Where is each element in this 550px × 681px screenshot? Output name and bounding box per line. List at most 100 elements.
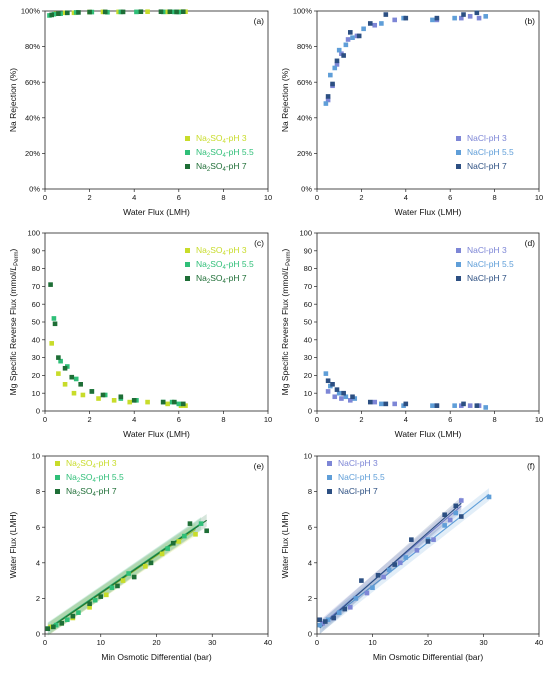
data-point: [341, 390, 346, 396]
x-tick-label: 6: [448, 193, 452, 202]
x-tick-label: 6: [177, 193, 181, 202]
data-point: [109, 585, 115, 591]
data-point: [165, 546, 170, 551]
y-axis-label: Na Rejection (%): [8, 68, 18, 132]
x-axis-label: Water Flux (LMH): [123, 429, 190, 439]
data-point: [459, 514, 464, 519]
data-point: [452, 15, 457, 21]
data-point: [320, 621, 325, 626]
legend-marker: [185, 150, 190, 155]
data-point: [170, 540, 176, 546]
legend-text-part: 2: [207, 279, 211, 285]
data-point: [403, 15, 409, 21]
data-point: [52, 321, 58, 327]
y-tick-label: 0%: [29, 185, 40, 194]
legend-entry: NaCl-pH 7: [467, 273, 507, 283]
legend-text-part: SO: [210, 161, 223, 171]
data-point: [486, 494, 492, 500]
data-point: [96, 396, 101, 401]
panel-label: (c): [254, 238, 264, 248]
data-point: [49, 341, 54, 346]
legend-text-part: 4: [223, 167, 227, 173]
data-point: [76, 610, 81, 615]
legend-entry: Na2SO4-pH 7: [196, 273, 247, 285]
data-point: [325, 617, 331, 623]
legend-text-part: Na: [196, 147, 207, 157]
y-axis-label: Water Flux (LMH): [280, 511, 290, 578]
y-tick-label: 80%: [25, 42, 40, 51]
legend-entry: NaCl-pH 7: [467, 161, 507, 171]
x-axis-label: Min Osmotic Differential (bar): [101, 652, 212, 662]
y-tick-label: 40%: [297, 113, 312, 122]
data-point: [367, 399, 373, 405]
x-tick-label: 10: [368, 638, 376, 647]
data-point: [403, 401, 409, 407]
legend-entry: NaCl-pH 5.5: [467, 147, 514, 157]
legend-text-part: NaCl-pH 7: [338, 486, 378, 496]
data-point: [131, 574, 137, 580]
legend-text-part: NaCl-pH 3: [338, 458, 378, 468]
y-tick-label: 0: [308, 630, 312, 639]
data-point: [392, 17, 397, 23]
data-point: [434, 15, 440, 21]
data-point: [89, 389, 95, 394]
x-tick-label: 30: [479, 638, 487, 647]
data-point: [461, 401, 466, 407]
x-tick-label: 8: [221, 415, 225, 424]
data-point: [442, 523, 447, 528]
data-point: [379, 401, 384, 407]
y-tick-label: 4: [308, 558, 312, 567]
y-tick-label: 0: [36, 407, 40, 416]
x-tick-label: 8: [221, 193, 225, 202]
y-tick-label: 4: [36, 558, 40, 567]
data-point: [483, 405, 489, 410]
data-point: [342, 606, 348, 612]
x-axis-label: Water Flux (LMH): [123, 207, 190, 217]
data-point: [336, 390, 342, 396]
data-point: [65, 10, 70, 16]
data-point: [180, 401, 186, 407]
x-tick-label: 2: [359, 415, 363, 424]
legend-text-part: NaCl-pH 3: [467, 245, 507, 255]
fit-line: [319, 502, 462, 629]
legend-marker: [327, 489, 332, 494]
y-axis-label: Mg Specific Reverse Flux (mmol/LPerm): [8, 249, 20, 396]
data-point: [392, 562, 397, 567]
data-point: [348, 605, 353, 610]
y-tick-label: 6: [36, 523, 40, 532]
data-point: [442, 512, 447, 518]
data-point: [176, 401, 182, 407]
data-point: [111, 398, 117, 403]
y-tick-label: 8: [308, 487, 312, 496]
legend-text-part: -pH 5.5: [226, 147, 254, 157]
data-point: [104, 592, 109, 598]
data-point: [325, 389, 331, 394]
legend-text-part: 2: [77, 478, 81, 484]
legend-text-part: Na: [196, 161, 207, 171]
legend-text-part: NaCl-pH 5.5: [467, 147, 514, 157]
data-point: [118, 394, 124, 400]
legend-marker: [55, 489, 60, 494]
data-point: [459, 15, 464, 21]
data-point: [461, 12, 466, 17]
legend-marker: [456, 164, 461, 169]
legend-text-part: -pH 5.5: [96, 472, 124, 482]
data-point: [193, 532, 198, 537]
data-point: [92, 597, 98, 603]
data-point: [328, 72, 333, 78]
data-point: [87, 601, 92, 607]
y-tick-label: 70: [304, 282, 312, 291]
data-point: [317, 622, 323, 628]
data-point: [392, 401, 397, 407]
data-point: [325, 94, 331, 99]
x-tick-label: 2: [88, 193, 92, 202]
legend-text-part: -pH 3: [96, 458, 117, 468]
y-tick-label: 100%: [21, 7, 41, 16]
legend-text-part: SO: [80, 486, 93, 496]
y-tick-label: 8: [36, 487, 40, 496]
data-point: [120, 578, 126, 583]
x-tick-label: 2: [88, 415, 92, 424]
data-point: [453, 510, 459, 516]
x-tick-label: 0: [43, 415, 47, 424]
